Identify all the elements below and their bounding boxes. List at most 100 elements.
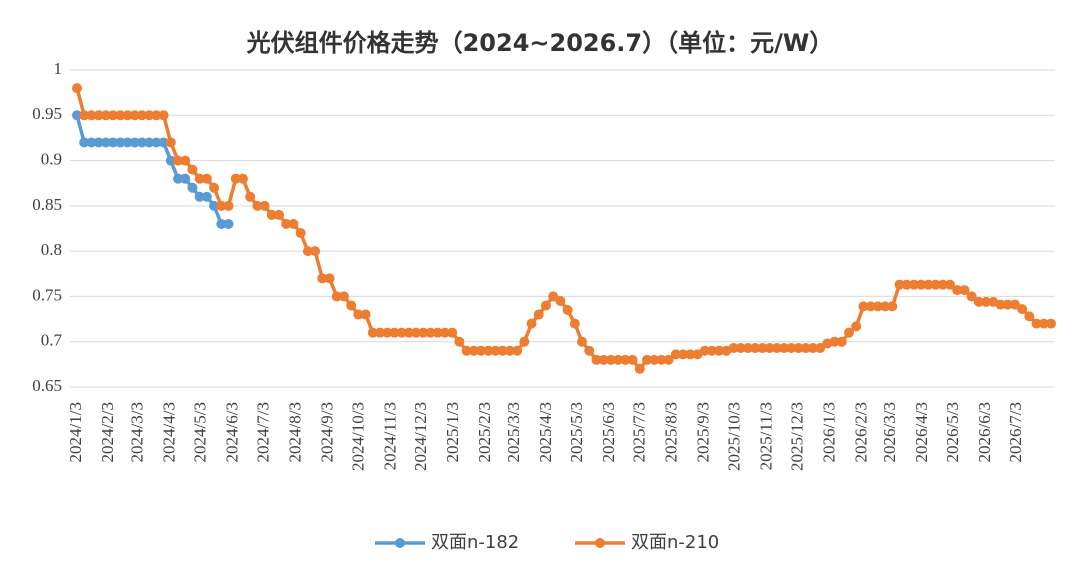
data-point (115, 137, 126, 148)
data-point (916, 279, 927, 290)
data-point (180, 173, 191, 184)
data-point (937, 279, 948, 290)
data-point (72, 110, 82, 121)
data-point (894, 279, 905, 290)
data-point (1046, 318, 1057, 329)
x-tick-label: 2024/9/3 (317, 402, 336, 462)
x-tick-label: 2024/10/3 (348, 402, 367, 471)
data-point (432, 327, 443, 338)
data-point (591, 354, 602, 365)
data-point (923, 279, 934, 290)
data-point (129, 137, 140, 148)
data-point (685, 349, 696, 360)
data-point (577, 336, 588, 347)
x-tick-label: 2026/5/3 (943, 402, 962, 462)
data-point (209, 182, 220, 193)
data-point (100, 110, 111, 121)
data-point (815, 343, 826, 354)
x-tick-label: 2024/7/3 (253, 402, 272, 462)
x-tick-label: 2024/8/3 (285, 402, 304, 462)
data-point (533, 309, 544, 320)
x-tick-label: 2026/3/3 (880, 402, 899, 462)
data-point (526, 318, 537, 329)
data-point (901, 279, 912, 290)
data-point (656, 354, 667, 365)
data-point (699, 345, 710, 356)
data-point (173, 155, 184, 166)
data-point (439, 327, 450, 338)
data-point (476, 345, 487, 356)
data-point (151, 110, 162, 121)
data-point (605, 354, 616, 365)
data-point (93, 110, 104, 121)
data-point (995, 299, 1006, 310)
x-tick-label: 2024/1/3 (66, 402, 85, 462)
data-point (230, 173, 241, 184)
x-tick-label: 2026/4/3 (912, 402, 931, 462)
data-point (678, 349, 689, 360)
data-point (750, 343, 761, 354)
data-point (1002, 299, 1013, 310)
data-point (324, 273, 335, 284)
data-point (620, 354, 631, 365)
data-point (122, 137, 133, 148)
data-point (425, 327, 436, 338)
data-point (72, 83, 82, 94)
data-point (79, 110, 90, 121)
y-tick-label: 0.95 (32, 104, 62, 123)
x-tick-label: 2024/12/3 (411, 402, 430, 471)
data-point (865, 301, 876, 312)
x-tick-label: 2025/6/3 (599, 402, 618, 462)
data-point (252, 200, 263, 211)
data-point (872, 301, 883, 312)
data-point (706, 345, 717, 356)
data-point (836, 336, 847, 347)
series-line (75, 114, 229, 226)
y-tick-label: 0.7 (41, 331, 63, 350)
x-tick-label: 2025/4/3 (536, 402, 555, 462)
data-point (584, 345, 595, 356)
x-tick-label: 2024/4/3 (160, 402, 179, 462)
data-point (274, 209, 285, 220)
data-point (641, 354, 652, 365)
data-point (165, 137, 176, 148)
x-tick-label: 2025/11/3 (756, 402, 775, 470)
legend-label: 双面n-210 (631, 532, 719, 553)
legend-label: 双面n-182 (431, 532, 519, 553)
data-point (663, 354, 674, 365)
data-point (858, 301, 869, 312)
data-point (389, 327, 400, 338)
data-point (880, 301, 891, 312)
chart-title: 光伏组件价格走势（2024~2026.7）（单位：元/W） (246, 29, 834, 57)
data-point (317, 273, 328, 284)
data-point (187, 182, 198, 193)
data-point (346, 300, 357, 311)
data-point (302, 246, 313, 257)
x-tick-label: 2024/3/3 (128, 402, 147, 462)
data-point (793, 343, 804, 354)
x-tick-label: 2024/5/3 (191, 402, 210, 462)
data-point (779, 343, 790, 354)
data-point (945, 279, 956, 290)
data-point (245, 191, 256, 202)
y-tick-label: 0.75 (32, 285, 62, 304)
data-point (353, 309, 364, 320)
data-point (288, 218, 299, 229)
data-point (201, 191, 212, 202)
data-point (490, 345, 501, 356)
data-point (807, 343, 818, 354)
data-point (771, 343, 782, 354)
data-point (151, 137, 162, 148)
data-point (194, 191, 205, 202)
data-point (461, 345, 472, 356)
data-point (598, 354, 609, 365)
data-point (129, 110, 140, 121)
x-tick-label: 2026/7/3 (1006, 402, 1025, 462)
data-point (468, 345, 479, 356)
data-point (338, 291, 349, 302)
data-point (108, 110, 119, 121)
data-point (396, 327, 407, 338)
data-point (86, 137, 97, 148)
data-point (187, 164, 198, 175)
